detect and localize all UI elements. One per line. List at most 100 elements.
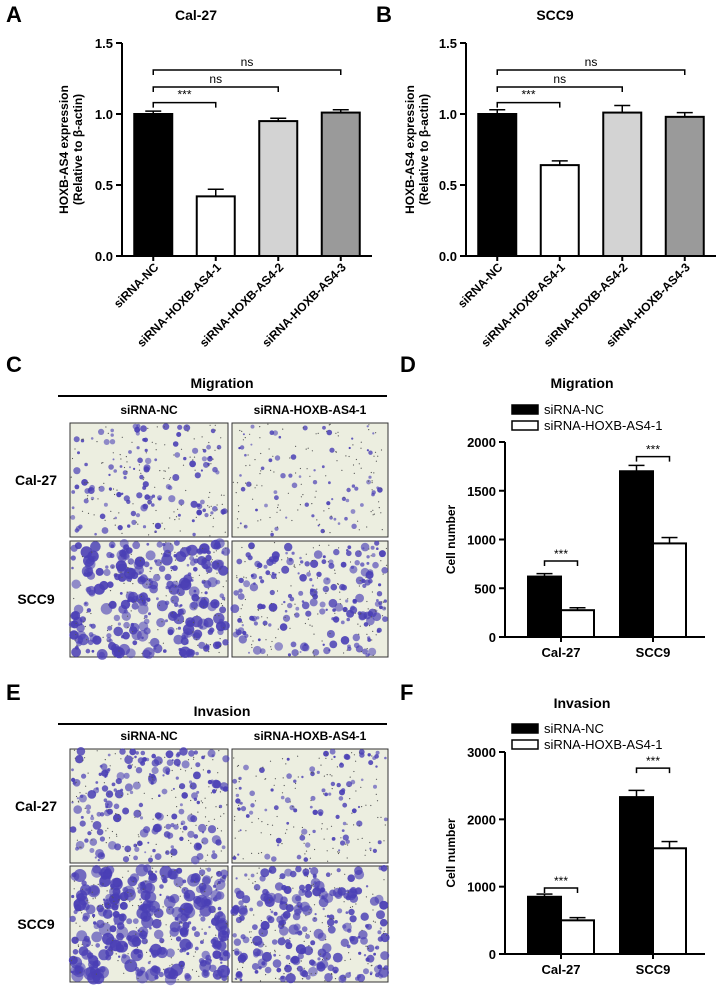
stained-cell — [177, 513, 181, 517]
stained-cell — [77, 451, 80, 455]
membrane-pore — [225, 580, 227, 582]
membrane-pore — [73, 888, 75, 890]
membrane-pore — [245, 482, 247, 484]
bar — [619, 470, 654, 638]
membrane-pore — [164, 756, 166, 758]
stained-cell — [162, 423, 170, 430]
membrane-pore — [155, 443, 157, 445]
stained-cell — [329, 640, 338, 649]
membrane-pore — [244, 561, 246, 563]
membrane-pore — [251, 646, 253, 649]
bar-sirna-hoxb-as4-3 — [664, 115, 705, 257]
stained-cell — [84, 838, 89, 843]
membrane-pore — [143, 792, 145, 794]
membrane-pore — [116, 489, 118, 491]
membrane-pore — [275, 637, 277, 639]
stained-cell — [138, 571, 142, 575]
membrane-pore — [188, 839, 190, 842]
membrane-pore — [193, 756, 195, 759]
membrane-pore — [81, 888, 83, 891]
panel-letter-d: D — [400, 352, 416, 377]
stained-cell — [98, 882, 105, 888]
stained-cell — [200, 884, 213, 897]
stained-cell — [330, 781, 336, 787]
stained-cell — [295, 865, 302, 873]
stained-cell — [249, 907, 254, 912]
membrane-pore — [215, 789, 218, 791]
membrane-pore — [250, 635, 252, 638]
stained-cell — [235, 798, 241, 804]
membrane-pore — [314, 848, 316, 851]
membrane-pore — [347, 598, 349, 600]
stained-cell — [146, 542, 150, 546]
membrane-pore — [149, 960, 151, 963]
membrane-pore — [137, 523, 139, 525]
membrane-pore — [300, 483, 302, 485]
membrane-pore — [138, 836, 140, 838]
stained-cell — [147, 961, 151, 965]
membrane-pore — [309, 624, 311, 626]
stained-cell — [91, 649, 95, 653]
significance-label: ns — [553, 72, 566, 86]
stained-cell — [94, 532, 97, 536]
membrane-pore — [151, 441, 153, 443]
stained-cell — [145, 550, 156, 561]
stained-cell — [134, 556, 146, 568]
stained-cell — [323, 750, 329, 757]
membrane-pore — [126, 615, 129, 617]
stained-cell — [270, 532, 274, 537]
membrane-pore — [305, 933, 307, 935]
stained-cell — [81, 949, 92, 960]
membrane-pore — [241, 430, 243, 432]
micrograph-image — [231, 422, 389, 538]
stained-cell — [194, 931, 200, 938]
stained-cell — [149, 773, 152, 776]
stained-cell — [291, 955, 300, 964]
membrane-pore — [221, 503, 223, 505]
membrane-pore — [265, 945, 267, 947]
membrane-pore — [253, 914, 255, 916]
membrane-pore — [260, 768, 262, 770]
membrane-pore — [330, 825, 333, 827]
membrane-pore — [370, 616, 373, 618]
stained-cell — [280, 975, 285, 980]
membrane-pore — [294, 603, 296, 605]
membrane-pore — [170, 543, 172, 545]
stained-cell — [76, 747, 86, 756]
stained-cell — [365, 957, 370, 962]
membrane-pore — [75, 781, 77, 783]
membrane-pore — [102, 904, 104, 906]
legend-swatch — [511, 420, 539, 431]
stained-cell — [244, 453, 247, 457]
stained-cell — [70, 555, 76, 561]
stained-cell — [309, 598, 318, 607]
stained-cell — [203, 617, 214, 628]
stained-cell — [137, 929, 140, 932]
stained-cell — [207, 749, 216, 758]
membrane-pore — [338, 887, 341, 889]
stained-cell — [129, 466, 131, 469]
membrane-pore — [192, 577, 194, 579]
bar-sirna-hoxb-as4-1 — [539, 164, 580, 257]
y-tick-label: 2000 — [467, 812, 496, 827]
stained-cell — [354, 486, 359, 491]
membrane-pore — [334, 612, 336, 614]
membrane-pore — [157, 574, 159, 576]
stained-cell — [333, 548, 340, 556]
membrane-pore — [148, 503, 150, 505]
membrane-pore — [161, 621, 163, 623]
stained-cell — [297, 953, 304, 960]
stained-cell — [267, 916, 275, 924]
membrane-pore — [261, 616, 263, 618]
stained-cell — [276, 967, 282, 973]
membrane-pore — [238, 778, 240, 780]
stained-cell — [305, 934, 310, 939]
micrograph-image — [230, 865, 390, 984]
membrane-pore — [348, 455, 350, 458]
membrane-pore — [299, 467, 301, 470]
stained-cell — [321, 559, 327, 565]
significance-bracket — [543, 560, 579, 566]
membrane-pore — [79, 971, 81, 973]
membrane-pore — [279, 954, 281, 956]
